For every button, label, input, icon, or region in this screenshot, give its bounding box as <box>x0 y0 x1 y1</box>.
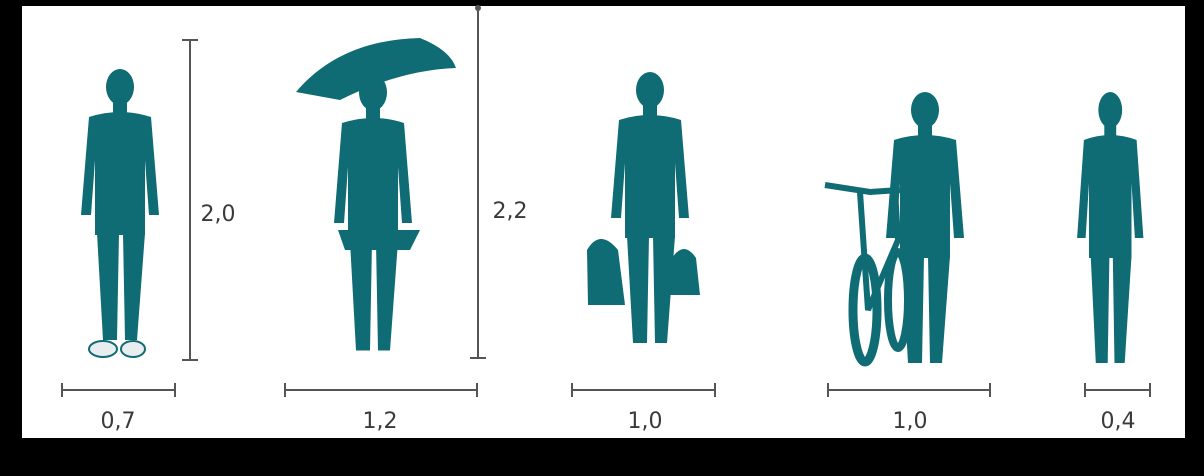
figure-umbrella <box>296 38 456 351</box>
height-label: 2,0 <box>201 202 236 227</box>
width-dimension <box>571 383 716 397</box>
width-label: 0,7 <box>101 409 136 434</box>
width-label: 1,0 <box>628 409 663 434</box>
width-dimension <box>284 383 478 397</box>
width-dimension <box>61 383 176 397</box>
height-dimension <box>470 8 486 359</box>
dimension-end <box>475 5 481 11</box>
width-dimension <box>827 383 991 397</box>
width-label: 0,4 <box>1101 409 1136 434</box>
canvas <box>22 6 1185 438</box>
figure-man <box>81 69 159 358</box>
height-label: 2,2 <box>493 199 528 224</box>
figure-bags <box>587 72 700 343</box>
width-label: 1,2 <box>363 409 398 434</box>
height-dimension <box>182 39 198 361</box>
figure-bicycle <box>824 92 964 367</box>
width-dimension <box>1084 383 1151 397</box>
width-label: 1,0 <box>893 409 928 434</box>
